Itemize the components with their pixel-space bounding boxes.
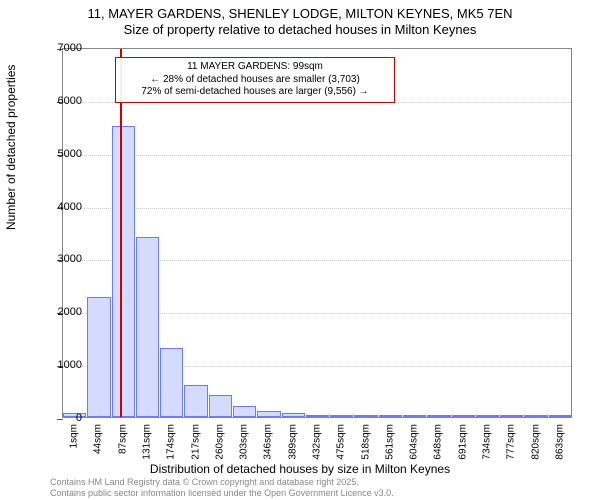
annotation-line2: ← 28% of detached houses are smaller (3,…	[122, 74, 388, 87]
histogram-bar	[160, 348, 183, 417]
xtick-label: 820sqm	[530, 424, 541, 460]
histogram-bar	[330, 415, 353, 417]
histogram-bar	[500, 415, 523, 417]
histogram-bar	[452, 415, 475, 417]
annotation-line1: 11 MAYER GARDENS: 99sqm	[122, 61, 388, 74]
histogram-bar	[524, 415, 547, 417]
x-axis-label: Distribution of detached houses by size …	[0, 462, 600, 476]
xtick-label: 44sqm	[93, 424, 104, 454]
histogram-bar	[112, 126, 135, 417]
ytick-label: 1000	[42, 359, 82, 371]
xtick-label: 303sqm	[239, 424, 250, 460]
xtick-label: 734sqm	[482, 424, 493, 460]
histogram-bar	[184, 385, 207, 417]
xtick-label: 1sqm	[69, 424, 80, 448]
xtick-label: 648sqm	[433, 424, 444, 460]
histogram-bar	[476, 415, 499, 417]
footer-attribution: Contains HM Land Registry data © Crown c…	[50, 477, 394, 498]
histogram-bar	[306, 415, 329, 417]
ytick-label: 2000	[42, 306, 82, 318]
xtick-label: 87sqm	[117, 424, 128, 454]
y-axis-label: Number of detached properties	[4, 65, 18, 230]
footer-line1: Contains HM Land Registry data © Crown c…	[50, 477, 394, 487]
annotation-line3: 72% of semi-detached houses are larger (…	[122, 86, 388, 99]
title-line2: Size of property relative to detached ho…	[0, 22, 600, 38]
xtick-label: 518sqm	[360, 424, 371, 460]
ytick-label: 0	[42, 412, 82, 424]
histogram-plot: 11 MAYER GARDENS: 99sqm← 28% of detached…	[62, 48, 572, 418]
title-line1: 11, MAYER GARDENS, SHENLEY LODGE, MILTON…	[0, 6, 600, 22]
xtick-label: 561sqm	[384, 424, 395, 460]
ytick-label: 5000	[42, 148, 82, 160]
xtick-label: 863sqm	[554, 424, 565, 460]
histogram-bar	[282, 413, 305, 417]
ytick-label: 3000	[42, 253, 82, 265]
ytick-label: 7000	[42, 42, 82, 54]
histogram-bar	[209, 395, 232, 417]
xtick-label: 604sqm	[409, 424, 420, 460]
histogram-bar	[233, 406, 256, 417]
xtick-label: 432sqm	[312, 424, 323, 460]
xtick-label: 389sqm	[287, 424, 298, 460]
xtick-label: 174sqm	[166, 424, 177, 460]
histogram-bar	[354, 415, 377, 417]
xtick-label: 475sqm	[336, 424, 347, 460]
histogram-bar	[87, 297, 110, 418]
histogram-bar	[379, 415, 402, 417]
xtick-label: 691sqm	[457, 424, 468, 460]
gridline-h	[63, 155, 571, 156]
marker-line	[120, 49, 122, 417]
ytick-label: 6000	[42, 95, 82, 107]
xtick-label: 131sqm	[142, 424, 153, 460]
ytick-label: 4000	[42, 201, 82, 213]
histogram-bar	[136, 237, 159, 417]
xtick-label: 346sqm	[263, 424, 274, 460]
xtick-label: 260sqm	[214, 424, 225, 460]
gridline-h	[63, 208, 571, 209]
histogram-bar	[257, 411, 280, 417]
xtick-label: 777sqm	[506, 424, 517, 460]
histogram-bar	[549, 415, 572, 417]
footer-line2: Contains public sector information licen…	[50, 488, 394, 498]
histogram-bar	[427, 415, 450, 417]
annotation-box: 11 MAYER GARDENS: 99sqm← 28% of detached…	[115, 57, 395, 103]
xtick-label: 217sqm	[190, 424, 201, 460]
histogram-bar	[403, 415, 426, 417]
